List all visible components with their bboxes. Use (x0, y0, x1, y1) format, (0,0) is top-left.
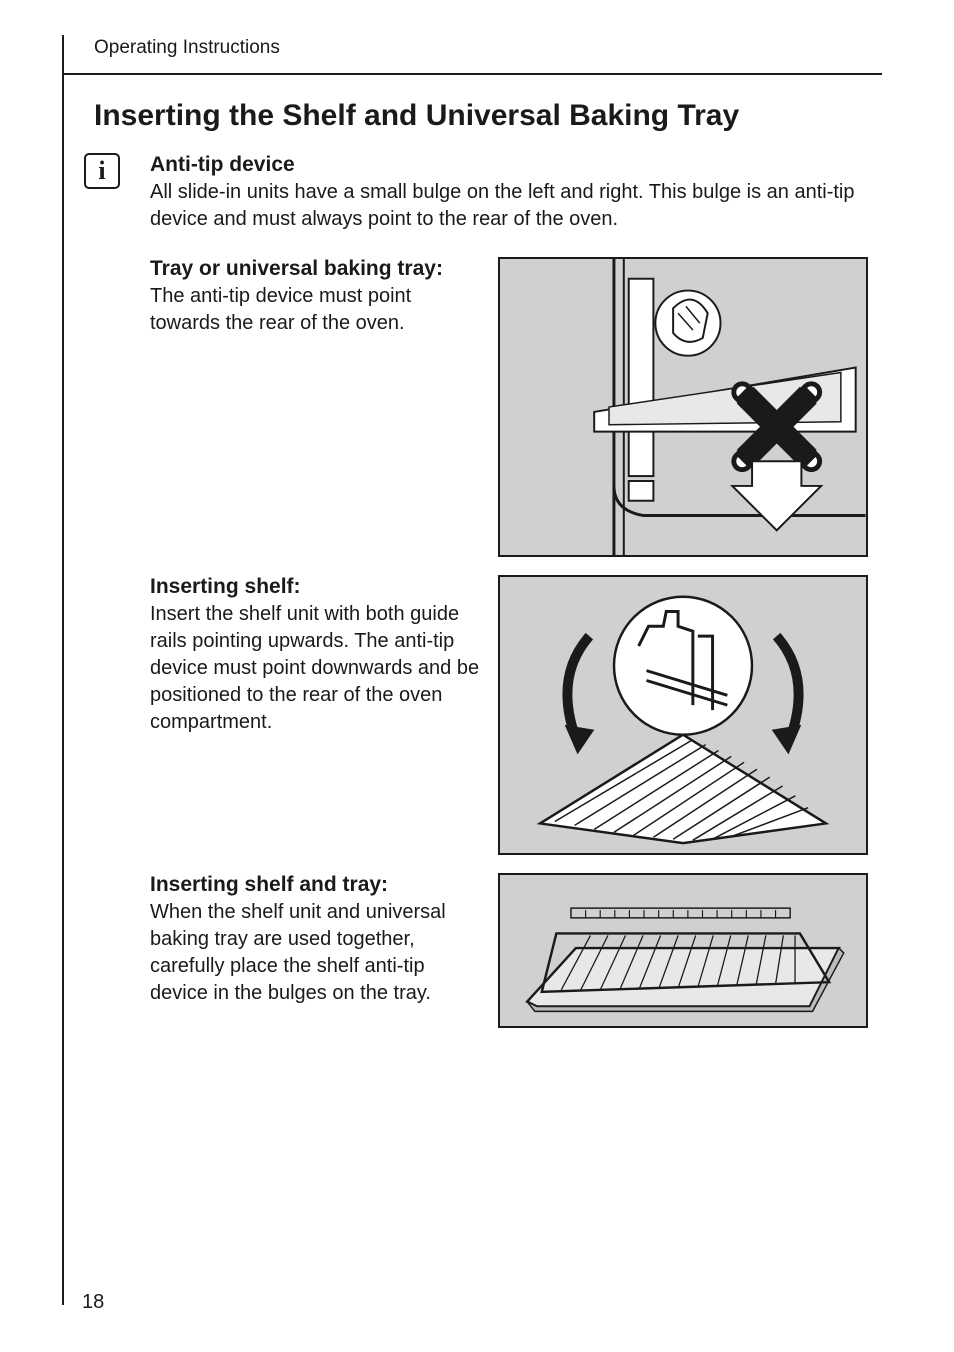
section-image-col (498, 575, 868, 855)
section-body: The anti-tip device must point towards t… (150, 283, 480, 337)
section-image-col (498, 873, 868, 1028)
shelf-tray-diagram-icon (498, 873, 868, 1028)
section-subtitle: Inserting shelf: (150, 575, 480, 599)
section-body: Insert the shelf unit with both guide ra… (150, 601, 480, 736)
section-image-col (498, 257, 868, 557)
info-section: Anti-tip device All slide-in units have … (84, 153, 882, 239)
header-text: Operating Instructions (94, 37, 280, 59)
section-text: Inserting shelf and tray: When the shelf… (150, 873, 480, 1013)
intro-body: All slide-in units have a small bulge on… (150, 179, 872, 233)
intro-content: Anti-tip device All slide-in units have … (150, 153, 882, 239)
section-shelf: Inserting shelf: Insert the shelf unit w… (150, 575, 882, 855)
page-number: 18 (82, 1291, 104, 1314)
page-title: Inserting the Shelf and Universal Baking… (94, 99, 882, 133)
section-subtitle: Inserting shelf and tray: (150, 873, 480, 897)
section-shelf-and-tray: Inserting shelf and tray: When the shelf… (150, 873, 882, 1028)
section-body: When the shelf unit and universal baking… (150, 899, 480, 1007)
section-text: Inserting shelf: Insert the shelf unit w… (150, 575, 480, 742)
info-icon (84, 153, 120, 189)
shelf-diagram-icon (498, 575, 868, 855)
section-tray: Tray or universal baking tray: The anti-… (150, 257, 882, 557)
section-text: Tray or universal baking tray: The anti-… (150, 257, 480, 343)
header-bar: Operating Instructions (64, 35, 882, 75)
page-frame: Operating Instructions Inserting the She… (62, 35, 882, 1305)
intro-subtitle: Anti-tip device (150, 153, 872, 177)
tray-diagram-icon (498, 257, 868, 557)
section-subtitle: Tray or universal baking tray: (150, 257, 480, 281)
